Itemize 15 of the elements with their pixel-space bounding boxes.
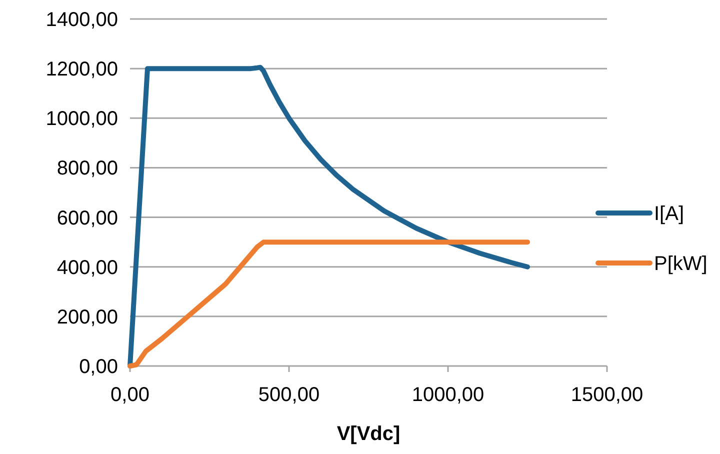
y-tick-label: 1400,00: [46, 9, 118, 31]
x-tick-label: 500,00: [258, 384, 320, 406]
x-tick-label: 1500,00: [570, 384, 644, 406]
legend-label: I[A]: [654, 203, 684, 225]
y-tick-label: 400,00: [56, 256, 118, 279]
y-tick-label: 200,00: [56, 306, 118, 328]
x-tick-label: 0,00: [110, 384, 150, 406]
y-tick-label: 600,00: [56, 207, 118, 230]
y-tick-label: 0,00: [79, 356, 118, 378]
x-tick-label: 1000,00: [412, 384, 484, 406]
y-tick-label: 1000,00: [46, 108, 118, 130]
legend-label: P[kW]: [654, 253, 708, 275]
y-tick-label: 1200,00: [46, 58, 118, 81]
x-axis-title: V[Vdc]: [336, 423, 400, 445]
y-tick-label: 800,00: [56, 158, 118, 180]
